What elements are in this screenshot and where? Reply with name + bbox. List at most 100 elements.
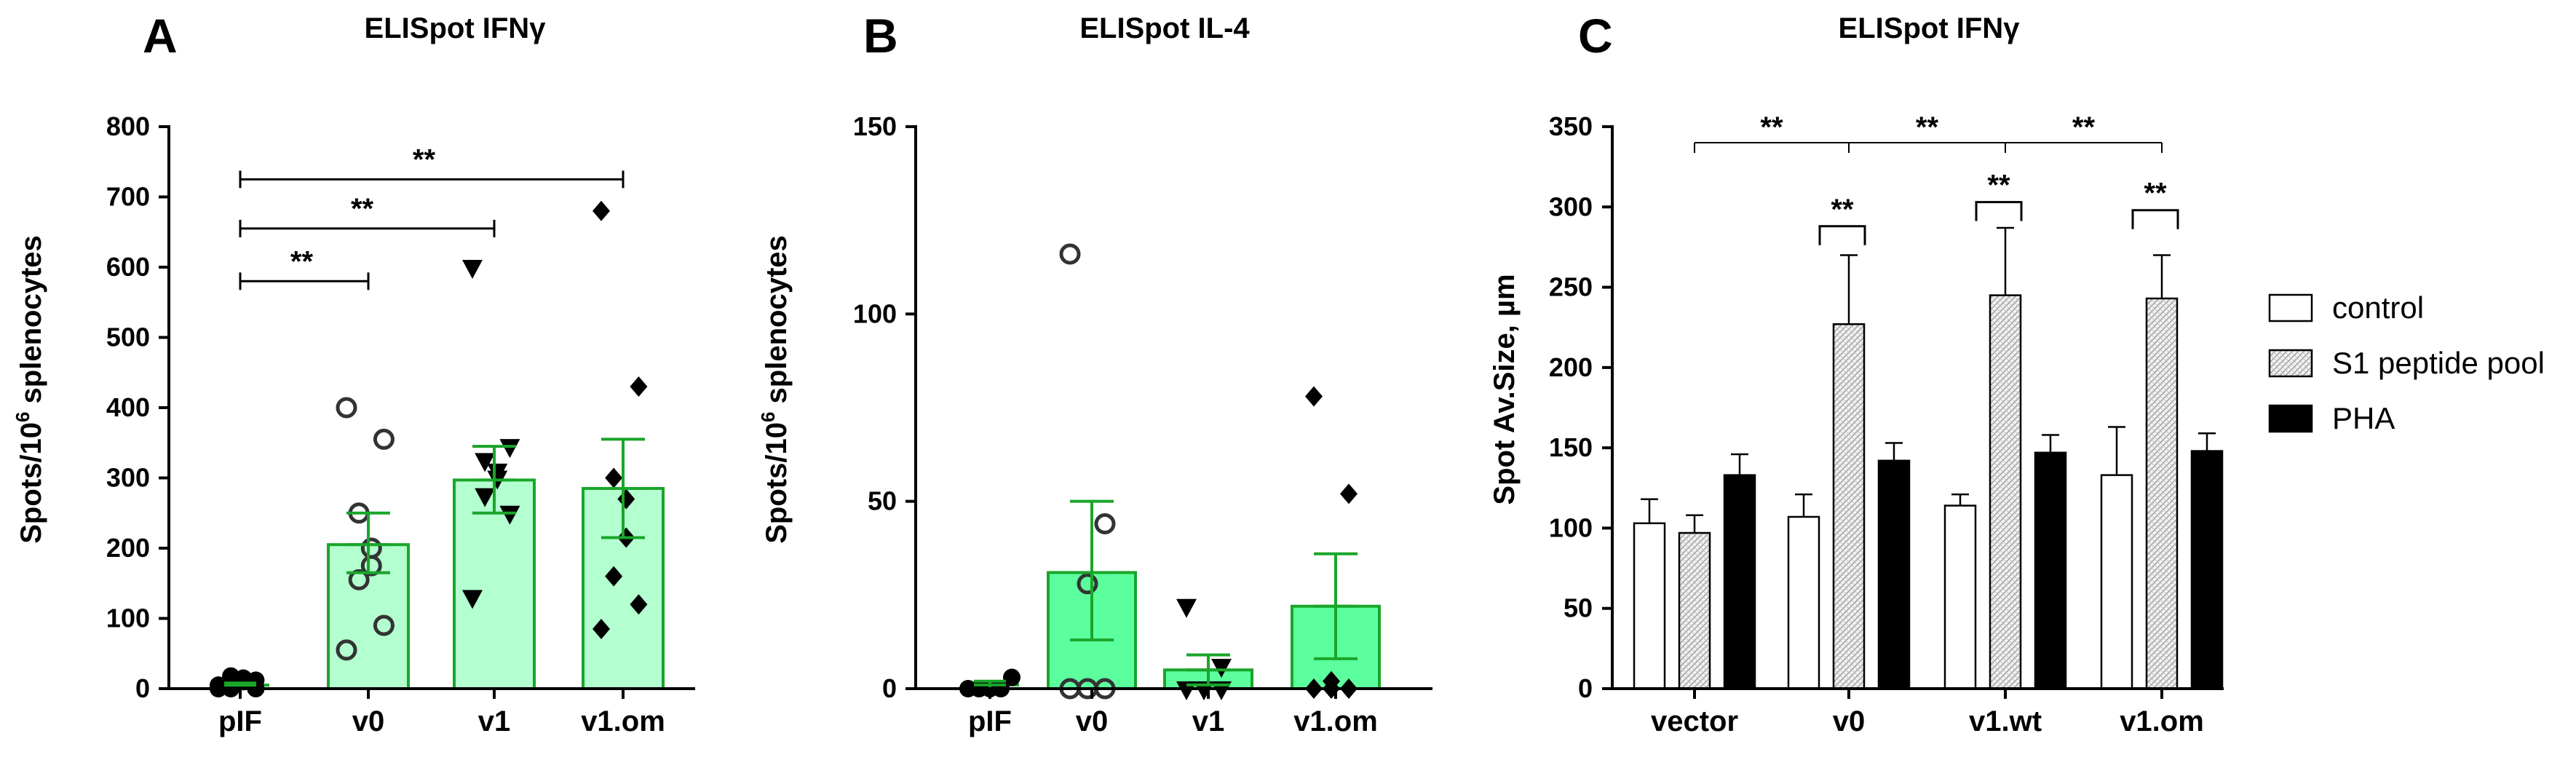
significance-label: **	[2144, 178, 2167, 210]
y-tick-label: 50	[868, 486, 897, 516]
panel-b-bars	[961, 571, 1381, 690]
y-tick-label: 0	[135, 673, 150, 703]
bar	[1832, 323, 1866, 690]
panel-b-y-label: Spots/106 splenocytes	[757, 235, 793, 544]
y-tick-label: 600	[106, 252, 150, 282]
panel-b-y-axis: 0 50 100 150	[853, 111, 917, 703]
panel-label-c: C	[1578, 9, 1613, 63]
x-tick-label: vector	[1651, 705, 1738, 737]
data-point	[336, 397, 357, 419]
data-point	[630, 376, 648, 397]
data-point	[593, 200, 610, 221]
x-tick-label: v1.wt	[1969, 705, 2042, 737]
x-tick-label: v1.om	[1293, 705, 1378, 737]
y-tick-label: 250	[1549, 272, 1593, 302]
legend-swatch	[2268, 349, 2313, 378]
panel-a-y-label: Spots/106 splenocytes	[12, 235, 47, 544]
y-tick-label: 200	[1549, 352, 1593, 382]
y-tick-label: 300	[1549, 191, 1593, 221]
y-tick-label: 300	[106, 463, 150, 493]
y-tick-label: 100	[1549, 512, 1593, 542]
legend-swatch	[2268, 404, 2313, 433]
bar	[1943, 504, 1977, 690]
significance-label: **	[290, 245, 314, 277]
y-tick-label: 400	[106, 392, 150, 422]
y-tick-label: 0	[1578, 673, 1593, 703]
bar	[2190, 450, 2224, 690]
legend-label: PHA	[2332, 401, 2395, 435]
bar	[1678, 531, 1711, 690]
data-point	[1176, 598, 1197, 618]
x-tick-label: pIF	[968, 705, 1012, 737]
data-point	[373, 428, 395, 450]
significance-label: **	[1916, 111, 1939, 143]
data-point	[499, 505, 520, 525]
bar	[1989, 294, 2022, 690]
panel-b-x-axis: pIF v0 v1 v1.om	[916, 687, 1432, 737]
panel-a: A ELISpot IFNγ Spots/106 splenocytes 0 10…	[12, 9, 695, 737]
data-point	[336, 639, 357, 661]
data-point	[1077, 573, 1098, 595]
panel-label-b: B	[863, 9, 898, 63]
significance-label: **	[1831, 194, 1854, 226]
data-point	[630, 594, 648, 615]
panel-c-significance: ** ** ** ** ** **	[1694, 111, 2179, 245]
y-tick-label: 150	[853, 111, 897, 141]
bar	[2034, 451, 2067, 690]
bar	[453, 478, 536, 691]
significance-label: **	[1987, 170, 2010, 202]
panel-a-bars	[211, 478, 665, 691]
panel-c-y-label: Spot Av.Size, µm	[1489, 274, 1521, 504]
bar	[1787, 515, 1820, 690]
legend-label: S1 peptide pool	[2332, 346, 2545, 380]
panel-label-a: A	[143, 9, 178, 63]
data-point	[605, 566, 623, 587]
x-tick-label: v1.om	[2120, 705, 2204, 737]
y-tick-label: 100	[106, 603, 150, 633]
x-tick-label: v1	[1192, 705, 1225, 737]
data-point	[373, 614, 395, 636]
significance-label: **	[1760, 111, 1783, 143]
data-point	[1305, 386, 1323, 407]
y-tick-label: 700	[106, 182, 150, 212]
significance-bracket	[2131, 209, 2179, 229]
significance-bracket	[1975, 201, 2023, 221]
bar	[2145, 297, 2179, 690]
panel-c-y-axis: 0 50 100 150 200 250 300 350	[1549, 111, 1614, 703]
panel-c: C ELISpot IFNγ Spot Av.Size, µm 0 50 100 15…	[1489, 9, 2545, 737]
panel-a-error-bars	[224, 438, 645, 687]
y-tick-label: 150	[1549, 432, 1593, 462]
data-point	[462, 260, 483, 279]
panel-c-bars	[1633, 294, 2224, 690]
data-point	[222, 667, 240, 685]
significance-bracket	[1818, 225, 1866, 245]
x-tick-label: v1	[478, 705, 511, 737]
data-point	[593, 618, 610, 639]
significance-label: **	[413, 143, 436, 175]
x-tick-label: v0	[1833, 705, 1866, 737]
y-tick-label: 350	[1549, 111, 1593, 141]
panel-a-x-axis: pIF v0 v1 v1.om	[169, 687, 695, 737]
y-tick-label: 500	[106, 322, 150, 352]
legend-label: control	[2332, 290, 2424, 325]
panel-c-title: ELISpot IFNγ	[1839, 12, 2021, 44]
data-point	[1094, 513, 1116, 535]
panel-c-error-bars	[1641, 226, 2216, 534]
data-point	[1003, 668, 1021, 686]
data-point	[462, 590, 483, 609]
y-tick-label: 0	[882, 673, 897, 703]
data-point	[475, 453, 496, 472]
panel-b-title: ELISpot IL-4	[1079, 12, 1250, 44]
panel-a-significance: ** ** **	[239, 143, 625, 290]
data-point	[1340, 483, 1358, 504]
significance-label: **	[2072, 111, 2096, 143]
legend-swatch	[2268, 293, 2313, 322]
data-point	[1211, 659, 1232, 678]
data-point	[475, 488, 496, 507]
x-tick-label: v0	[1076, 705, 1109, 737]
y-tick-label: 800	[106, 111, 150, 141]
bar	[2100, 474, 2133, 690]
data-point	[348, 569, 370, 590]
data-point	[1059, 243, 1081, 265]
